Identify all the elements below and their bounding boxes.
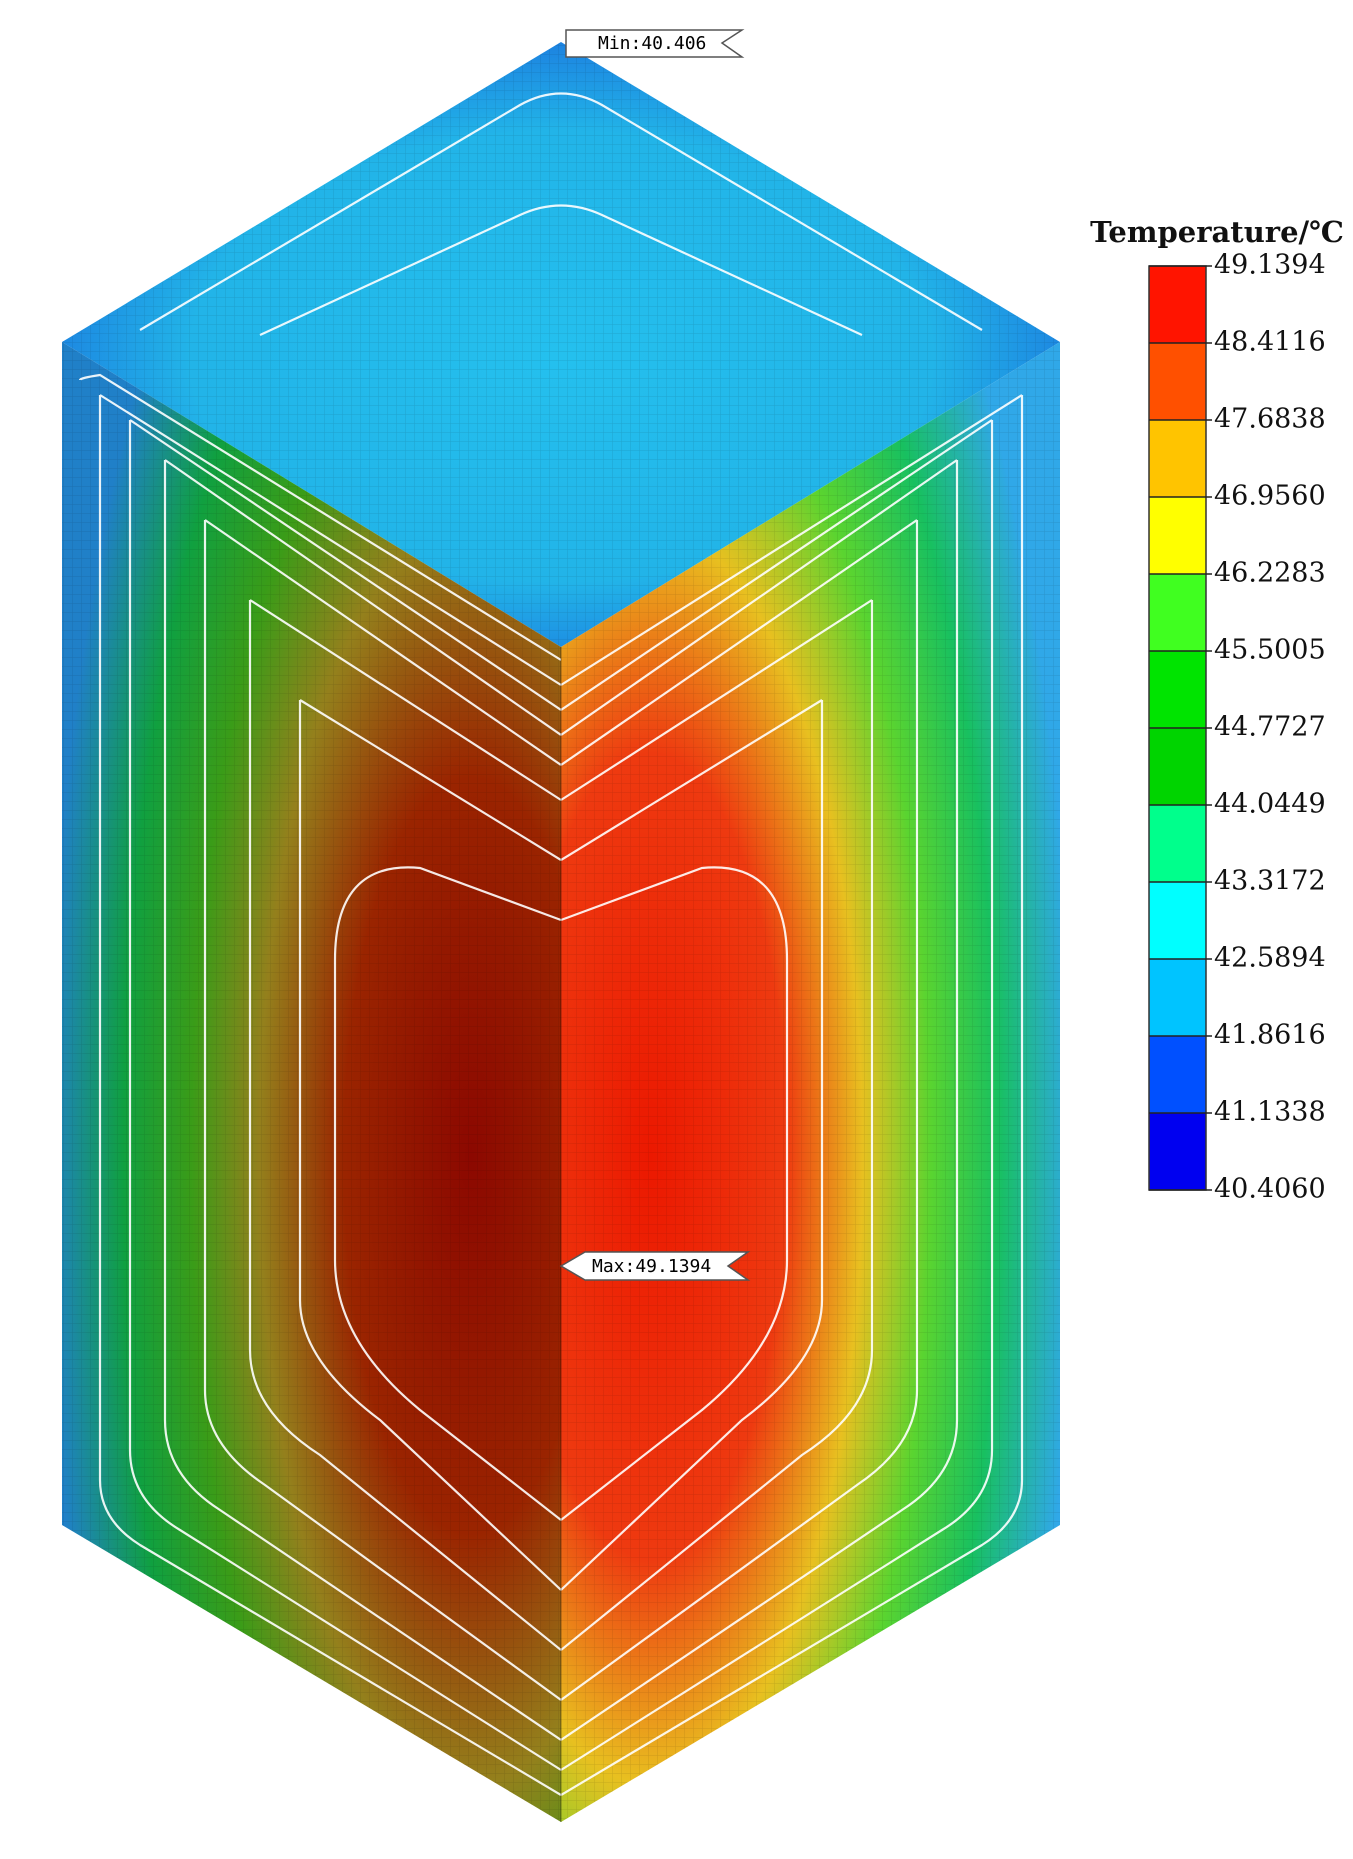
colorbar-tick-label: 48.4116 (1214, 327, 1326, 358)
colorbar-band (1149, 343, 1206, 421)
colorbar-tick-label: 46.2283 (1214, 557, 1326, 588)
colorbar-band (1149, 728, 1206, 806)
colorbar-band (1149, 497, 1206, 574)
max-label: Max:49.1394 (592, 1256, 711, 1277)
colorbar-band (1149, 650, 1206, 728)
colorbar-tick-label: 41.1338 (1214, 1096, 1326, 1127)
colorbar-tick-label: 40.4060 (1214, 1174, 1326, 1205)
colorbar-tick-label: 49.1394 (1214, 250, 1326, 281)
colorbar-tick-label: 44.7727 (1214, 712, 1326, 743)
max-flag: Max:49.1394 (559, 1251, 751, 1281)
colorbar-band (1149, 1112, 1206, 1190)
min-label: Min:40.406 (598, 33, 706, 54)
colorbar-tick-label: 46.9560 (1214, 481, 1326, 512)
colorbar-tick-label: 44.0449 (1214, 789, 1326, 820)
colorbar-band (1149, 573, 1206, 651)
colorbar-band (1149, 266, 1206, 344)
legend-title: Temperature/℃ (1090, 215, 1344, 249)
colorbar: 49.1394 48.4116 47.6838 46.9560 46.2283 45.50… (1148, 250, 1326, 1205)
colorbar-tick-label: 43.3172 (1214, 865, 1326, 896)
colorbar-band (1149, 958, 1206, 1036)
colorbar-tick-label: 47.6838 (1214, 404, 1326, 435)
colorbar-tick-label: 41.8616 (1214, 1019, 1326, 1050)
colorbar-tick-label: 42.5894 (1214, 942, 1326, 973)
colorbar-band (1149, 1035, 1206, 1113)
colorbar-band (1149, 805, 1206, 882)
box-render (62, 42, 1060, 1822)
min-flag: Min:40.406 (565, 29, 745, 58)
colorbar-tick-label: 45.5005 (1214, 634, 1326, 665)
colorbar-band (1149, 881, 1206, 959)
colorbar-band (1149, 420, 1206, 498)
